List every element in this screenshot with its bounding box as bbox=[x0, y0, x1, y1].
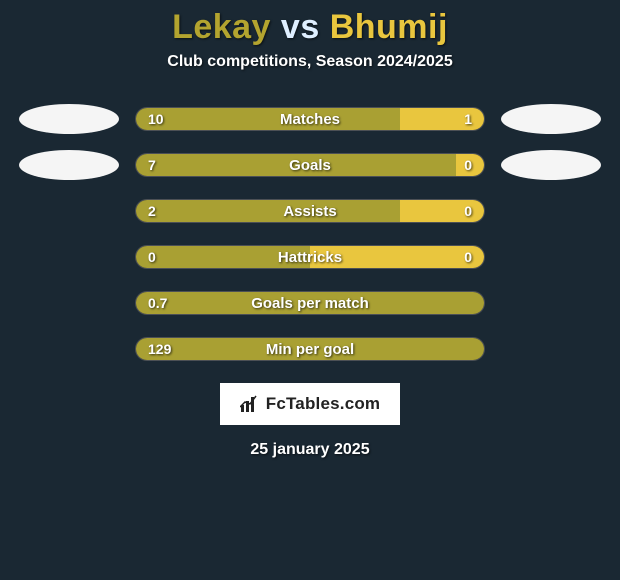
player1-avatar bbox=[19, 104, 119, 134]
stat-row: 70Goals bbox=[0, 153, 620, 177]
page-title: Lekay vs Bhumij bbox=[0, 8, 620, 47]
bar-segment-left bbox=[136, 338, 484, 360]
stat-bar: 0.7Goals per match bbox=[135, 291, 485, 315]
stat-row: 00Hattricks bbox=[0, 245, 620, 269]
source-logo: FcTables.com bbox=[220, 383, 400, 425]
bar-segment-right bbox=[400, 200, 484, 222]
player1-name: Lekay bbox=[172, 8, 271, 46]
stat-bar: 70Goals bbox=[135, 153, 485, 177]
stat-bar: 20Assists bbox=[135, 199, 485, 223]
bar-segment-right bbox=[310, 246, 484, 268]
vs-text: vs bbox=[281, 8, 320, 46]
bar-segment-left bbox=[136, 200, 400, 222]
stat-row: 101Matches bbox=[0, 107, 620, 131]
bar-segment-left bbox=[136, 108, 400, 130]
logo-text: FcTables.com bbox=[266, 394, 381, 414]
comparison-infographic: Lekay vs Bhumij Club competitions, Seaso… bbox=[0, 0, 620, 459]
stat-bar: 101Matches bbox=[135, 107, 485, 131]
date-text: 25 january 2025 bbox=[0, 441, 620, 459]
chart-icon bbox=[240, 395, 260, 413]
bar-segment-right bbox=[456, 154, 484, 176]
stat-bar: 129Min per goal bbox=[135, 337, 485, 361]
player2-name: Bhumij bbox=[330, 8, 448, 46]
subtitle: Club competitions, Season 2024/2025 bbox=[0, 53, 620, 71]
stat-row: 129Min per goal bbox=[0, 337, 620, 361]
stat-bar: 00Hattricks bbox=[135, 245, 485, 269]
bar-segment-left bbox=[136, 154, 456, 176]
bar-segment-right bbox=[400, 108, 484, 130]
stat-rows: 101Matches 70Goals 20Assists 00Hattricks 0.7… bbox=[0, 107, 620, 361]
bar-segment-left bbox=[136, 292, 484, 314]
player2-avatar bbox=[501, 150, 601, 180]
stat-row: 0.7Goals per match bbox=[0, 291, 620, 315]
stat-row: 20Assists bbox=[0, 199, 620, 223]
player1-avatar bbox=[19, 150, 119, 180]
bar-segment-left bbox=[136, 246, 310, 268]
player2-avatar bbox=[501, 104, 601, 134]
